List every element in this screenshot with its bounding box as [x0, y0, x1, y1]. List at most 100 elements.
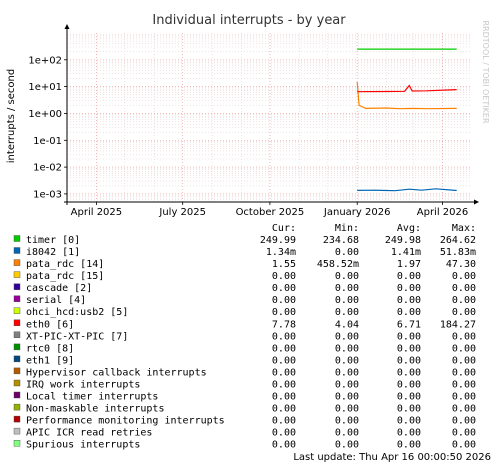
- legend-value-cur: 0.00: [272, 331, 296, 342]
- legend-value-max: 0.00: [452, 392, 476, 403]
- legend-value-avg: 0.00: [397, 428, 421, 439]
- legend-swatch: [13, 367, 21, 375]
- legend: Cur: Min: Avg: Max: timer [0] 249.99 234.68 249…: [13, 223, 476, 451]
- legend-value-min: 458.52m: [317, 259, 359, 270]
- legend-value-min: 0.00: [335, 404, 359, 415]
- legend-value-cur: 0.00: [272, 428, 296, 439]
- legend-header: Avg:: [397, 223, 421, 234]
- legend-value-cur: 1.55: [272, 259, 296, 270]
- legend-value-max: 0.00: [452, 271, 476, 282]
- legend-swatch: [13, 283, 21, 290]
- legend-label: Non-maskable interrupts: [26, 404, 164, 415]
- y-axis-arrow: [64, 24, 70, 29]
- legend-value-max: 47.30: [446, 259, 476, 270]
- legend-value-avg: 0.00: [397, 380, 421, 391]
- y-tick-label: 1e+00: [28, 109, 62, 120]
- legend-swatch: [13, 331, 21, 338]
- y-tick-label: 1e+02: [28, 55, 62, 66]
- grid: [66, 33, 470, 203]
- legend-label: Spurious interrupts: [26, 440, 140, 451]
- legend-value-cur: 0.00: [272, 283, 296, 294]
- legend-label: Hypervisor callback interrupts: [26, 367, 207, 378]
- legend-value-avg: 0.00: [397, 343, 421, 354]
- y-tick-label: 1e-01: [33, 136, 62, 147]
- legend-value-max: 184.27: [440, 319, 476, 330]
- legend-label: i8042 [1]: [26, 247, 80, 258]
- legend-value-min: 0.00: [335, 331, 359, 342]
- x-tick-label: October 2025: [236, 207, 305, 218]
- legend-label: APIC ICR read retries: [26, 428, 152, 439]
- x-tick-label: April 2025: [71, 207, 122, 218]
- legend-value-min: 0.00: [335, 283, 359, 294]
- legend-value-cur: 7.78: [272, 319, 296, 330]
- legend-value-cur: 0.00: [272, 416, 296, 427]
- x-tick-label: July 2025: [158, 207, 206, 218]
- legend-swatch: [13, 355, 21, 363]
- legend-value-min: 0.00: [335, 295, 359, 306]
- legend-label: cascade [2]: [26, 283, 92, 294]
- legend-value-avg: 0.00: [397, 416, 421, 427]
- legend-value-avg: 0.00: [397, 283, 421, 294]
- y-tick-label: 1e+01: [28, 82, 62, 93]
- legend-label: pata_rdc [15]: [26, 271, 104, 282]
- legend-value-avg: 0.00: [397, 440, 421, 451]
- legend-label: eth0 [6]: [26, 319, 74, 330]
- legend-value-cur: 0.00: [272, 343, 296, 354]
- legend-value-cur: 0.00: [272, 295, 296, 306]
- legend-swatch: [13, 343, 21, 351]
- legend-label: serial [4]: [26, 295, 86, 306]
- legend-label: ohci_hcd:usb2 [5]: [26, 307, 128, 318]
- legend-label: IRQ work interrupts: [26, 380, 140, 391]
- legend-swatch: [13, 271, 21, 278]
- legend-header: Max:: [452, 223, 476, 234]
- legend-value-max: 0.00: [452, 428, 476, 439]
- legend-header: Min:: [335, 223, 359, 234]
- legend-value-cur: 0.00: [272, 440, 296, 451]
- legend-swatch: [13, 235, 21, 242]
- legend-value-avg: 0.00: [397, 331, 421, 342]
- x-axis-arrow: [474, 199, 479, 205]
- legend-label: Performance monitoring interrupts: [26, 416, 225, 427]
- legend-value-cur: 0.00: [272, 367, 296, 378]
- legend-value-min: 4.04: [335, 319, 359, 330]
- legend-label: pata_rdc [14]: [26, 259, 104, 270]
- legend-value-cur: 0.00: [272, 380, 296, 391]
- legend-value-min: 0.00: [335, 416, 359, 427]
- legend-value-avg: 0.00: [397, 404, 421, 415]
- legend-swatch: [13, 295, 21, 302]
- legend-value-max: 0.00: [452, 283, 476, 294]
- legend-swatch: [13, 259, 21, 266]
- legend-value-max: 0.00: [452, 343, 476, 354]
- series-line-i8042-1-: [357, 188, 457, 192]
- series-line-pata-rdc-14-: [356, 81, 457, 110]
- legend-value-cur: 0.00: [272, 404, 296, 415]
- legend-swatch: [13, 307, 21, 314]
- legend-value-max: 0.00: [452, 416, 476, 427]
- legend-value-cur: 249.99: [260, 235, 296, 246]
- series-lines: [356, 48, 457, 192]
- legend-swatch: [13, 403, 21, 411]
- legend-value-cur: 0.00: [272, 355, 296, 366]
- legend-value-max: 51.83m: [440, 247, 476, 258]
- legend-value-avg: 0.00: [397, 367, 421, 378]
- legend-value-min: 0.00: [335, 355, 359, 366]
- series-line-eth0-6-: [357, 84, 457, 93]
- chart-title: Individual interrupts - by year: [152, 13, 346, 28]
- legend-value-min: 0.00: [335, 343, 359, 354]
- legend-value-max: 0.00: [452, 307, 476, 318]
- legend-value-avg: 0.00: [397, 307, 421, 318]
- legend-value-avg: 1.41m: [391, 247, 421, 258]
- legend-value-max: 264.62: [440, 235, 476, 246]
- x-tick-label: April 2026: [417, 207, 468, 218]
- legend-value-cur: 1.34m: [266, 247, 296, 258]
- legend-value-min: 234.68: [323, 235, 359, 246]
- legend-label: timer [0]: [26, 235, 80, 246]
- y-axis-label: interrupts / second: [6, 69, 17, 163]
- axes: 1e+02 1e+01 1e+00 1e-01 1e-02 1e-03 April 2025…: [28, 24, 479, 218]
- y-tick-label: 1e-02: [33, 163, 62, 174]
- legend-value-max: 0.00: [452, 295, 476, 306]
- y-tick-label: 1e-03: [33, 189, 62, 200]
- rrdtool-watermark: RRDTOOL / TOBI OETIKER: [481, 20, 490, 123]
- legend-value-max: 0.00: [452, 355, 476, 366]
